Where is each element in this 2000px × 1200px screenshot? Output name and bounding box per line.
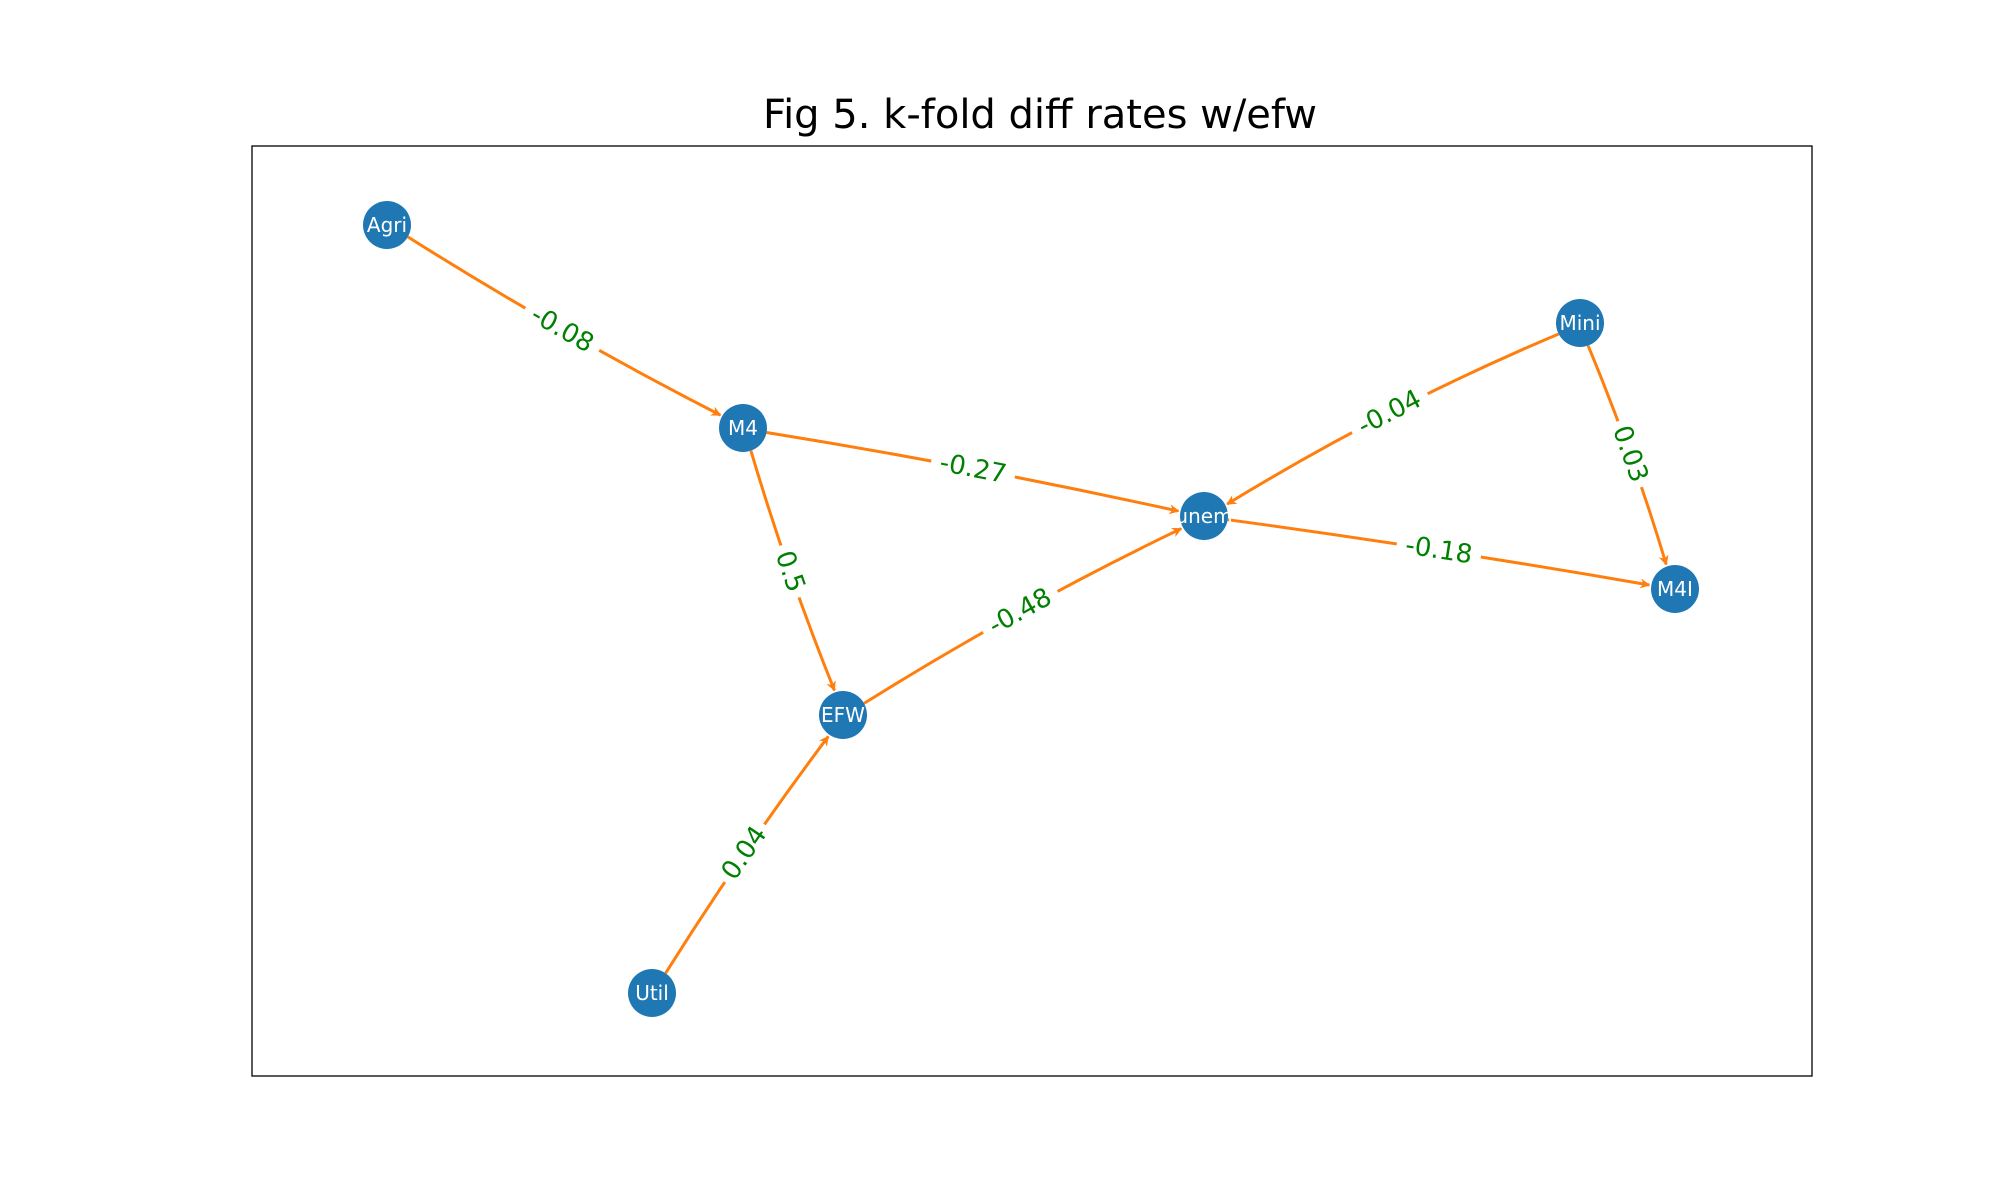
edge-label-group: -0.48 [975,577,1066,647]
node-m4i: M4I [1651,565,1699,613]
edge-label-group: 0.04 [711,815,778,892]
edge-weight-label: -0.27 [937,448,1009,490]
node-circle [1180,492,1228,540]
edge-labels-layer: -0.08 -0.27 0.5 -0.48 0.04 -0.04 0.03 -0.18 [517,294,1657,892]
node-util: Util [628,969,676,1017]
node-agri: Agri [363,201,411,249]
node-efw: EFW [819,691,867,739]
node-m4: M4 [719,404,767,452]
node-label: Util [635,981,669,1005]
edge-label-background [1603,415,1657,493]
edge-label-group: -0.04 [1344,379,1435,447]
node-label: Agri [367,213,407,237]
node-label: M4I [1657,577,1693,601]
node-circle [363,201,411,249]
node-unem: unem [1175,492,1233,540]
edge-label-group: 0.5 [765,540,814,603]
nodes-layer: Agri M4 unem EFW Util Mini M4I [363,201,1699,1017]
node-circle [819,691,867,739]
edge-label-group: 0.03 [1603,415,1657,493]
node-label: M4 [728,416,758,440]
edge-weight-label: -0.48 [984,582,1057,641]
plot-frame [251,145,1813,1077]
edge-label-background [517,294,607,365]
edge-weight-label: -0.04 [1353,384,1427,441]
node-label: EFW [821,703,865,727]
node-label: unem [1175,504,1232,528]
edge-label-background [765,540,814,603]
node-mini: Mini [1556,299,1604,347]
edge-label-background [1394,528,1484,573]
node-circle [719,404,767,452]
node-circle [628,969,676,1017]
edge-label-background [975,577,1066,647]
edge-label-background [928,445,1018,493]
edge-label-background [1344,379,1435,447]
node-label: Mini [1559,311,1600,335]
node-circle [1556,299,1604,347]
edge-label-group: -0.27 [928,445,1018,493]
edge-label-group: -0.08 [517,294,607,365]
figure-title: Fig 5. k-fold diff rates w/efw [762,92,1318,138]
edge-label-group: -0.18 [1394,528,1484,573]
edge-weight-label: -0.18 [1403,530,1474,570]
node-circle [1651,565,1699,613]
edge-label-background [711,815,778,892]
edge-weight-label: -0.08 [525,300,598,359]
